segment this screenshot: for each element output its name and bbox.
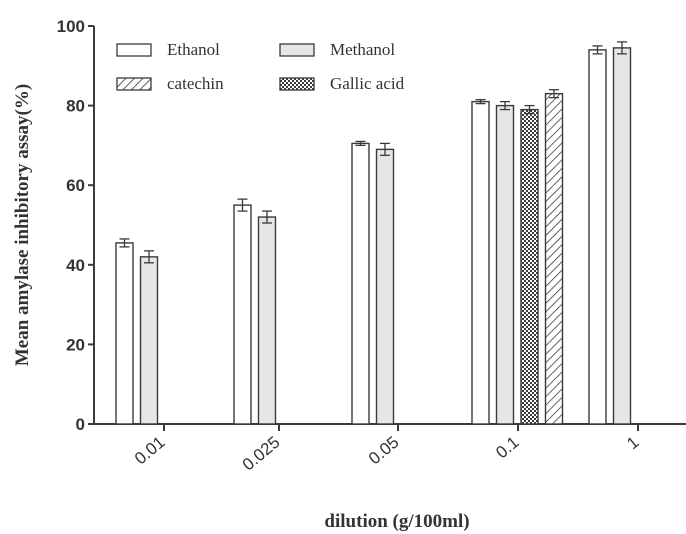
bars	[115, 41, 632, 425]
bar-methanol-0.01	[139, 256, 159, 425]
error-bar	[475, 98, 486, 105]
y-tick-label: 60	[66, 176, 85, 195]
legend-swatch	[279, 43, 315, 57]
error-bar	[617, 41, 627, 55]
error-bar	[119, 238, 130, 248]
error-bar	[144, 250, 154, 264]
legend-item-gallic-acid: Gallic acid	[279, 74, 405, 93]
error-bar	[524, 104, 535, 115]
legend-item-methanol: Methanol	[279, 40, 395, 59]
y-tick-label: 80	[66, 97, 85, 116]
x-tick-label: 0.1	[492, 433, 522, 463]
bar-ethanol-0.025	[233, 204, 252, 425]
bar-methanol-1	[612, 47, 632, 425]
error-bar	[549, 89, 559, 99]
y-tick-label: 40	[66, 256, 85, 275]
y-axis-label: Mean amylase inhibitory assay(%)	[12, 84, 33, 366]
bar-ethanol-1	[588, 49, 607, 425]
legend-swatch	[279, 77, 315, 91]
y-tick-label: 20	[66, 335, 85, 354]
legend-label: Methanol	[330, 40, 395, 59]
bar-ethanol-0.1	[471, 100, 490, 425]
bar-methanol-0.05	[375, 148, 395, 425]
legend-label: Gallic acid	[330, 74, 405, 93]
error-bar	[500, 100, 510, 111]
error-bar	[237, 198, 248, 212]
bar-methanol-0.1	[495, 104, 515, 425]
x-axis-label: dilution (g/100ml)	[324, 511, 469, 532]
bar-ethanol-0.05	[351, 142, 370, 425]
error-bar	[355, 140, 366, 147]
x-tick-label: 0.01	[131, 433, 169, 469]
legend-swatch	[116, 77, 152, 91]
bar-gallic-acid-0.1	[520, 108, 539, 425]
x-tick-label: 0.05	[365, 433, 403, 469]
error-bar	[592, 45, 603, 55]
legend-item-ethanol: Ethanol	[116, 40, 220, 59]
legend-label: catechin	[167, 74, 224, 93]
bar-methanol-0.025	[257, 216, 277, 425]
x-tick-label: 1	[623, 433, 642, 454]
y-tick-label: 0	[76, 415, 85, 434]
legend-label: Ethanol	[167, 40, 220, 59]
error-bar	[262, 210, 272, 224]
x-tick-label: 0.025	[239, 433, 284, 475]
error-bar	[380, 142, 390, 157]
y-tick-label: 100	[57, 17, 85, 36]
bar-ethanol-0.01	[115, 242, 134, 425]
legend-item-catechin: catechin	[116, 74, 224, 93]
legend-swatch	[116, 43, 152, 57]
legend: Ethanol Methanol catechin Gallic acid	[116, 40, 405, 93]
bar-catechin-0.1	[544, 92, 564, 425]
